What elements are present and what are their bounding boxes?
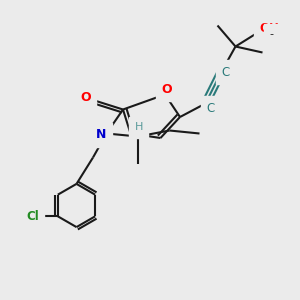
Text: N: N <box>96 128 106 142</box>
Text: O: O <box>80 91 91 104</box>
Text: H: H <box>134 122 143 133</box>
Text: C: C <box>207 101 215 115</box>
Text: O: O <box>161 82 172 96</box>
Text: -: - <box>269 29 274 40</box>
Text: C: C <box>222 65 230 79</box>
Text: OH: OH <box>259 22 279 35</box>
Text: Cl: Cl <box>26 210 39 223</box>
